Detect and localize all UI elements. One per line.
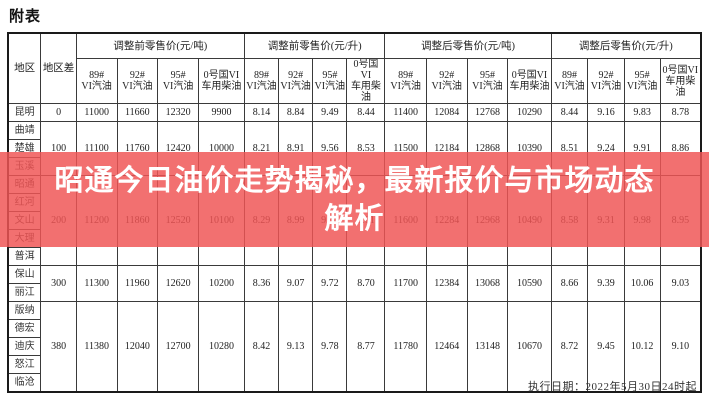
price-cell: 11700 <box>384 265 427 302</box>
product-header-diesel: 0号国VI 车用柴油 <box>346 58 386 104</box>
table-row: 曲靖 100 11100 11760 12420 10000 8.21 8.91… <box>7 121 702 176</box>
header-region: 地区 <box>7 32 42 104</box>
group-header-post-liter: 调整后零售价(元/升) <box>550 32 702 59</box>
price-cell: 11380 <box>75 301 118 392</box>
region-cell: 德宏 <box>7 319 42 338</box>
table-row: 版纳 380 11380 12040 12700 10280 8.42 9.13… <box>7 301 702 392</box>
product-header-89: 89# VI汽油 <box>243 58 280 104</box>
group-header-pre-liter: 调整前零售价(元/升) <box>243 32 386 59</box>
region-cell: 保山 <box>7 265 42 284</box>
price-cell: 8.44 <box>346 103 386 122</box>
price-cell: 9.10 <box>659 301 702 392</box>
table-row: 昆明 0 11000 11660 12320 9900 8.14 8.84 9.… <box>7 103 702 122</box>
product-header-95: 95# VI汽油 <box>623 58 661 104</box>
product-header-89: 89# VI汽油 <box>384 58 427 104</box>
product-header-92: 92# VI汽油 <box>587 58 625 104</box>
price-cell: 9.78 <box>312 301 348 392</box>
price-cell: 9.49 <box>312 103 348 122</box>
price-cell: 10.06 <box>623 265 661 302</box>
execution-date: 执行日期：2022年5月30日24时起 <box>528 381 697 393</box>
region-cell: 临沧 <box>7 373 42 392</box>
price-cell: 9.45 <box>587 301 625 392</box>
price-cell: 9.07 <box>278 265 314 302</box>
price-cell: 8.66 <box>550 265 589 302</box>
product-header-92: 92# VI汽油 <box>425 58 468 104</box>
price-cell: 9900 <box>197 103 245 122</box>
price-cell: 9.03 <box>659 265 702 302</box>
price-cell: 12768 <box>466 103 509 122</box>
product-header-diesel: 0号国VI 车用柴油 <box>507 58 552 104</box>
price-cell: 10590 <box>507 265 552 302</box>
diff-cell: 380 <box>40 301 77 392</box>
price-cell: 9.13 <box>278 301 314 392</box>
price-cell: 10280 <box>197 301 245 392</box>
region-cell: 曲靖 <box>7 121 42 140</box>
product-header-89: 89# VI汽油 <box>75 58 118 104</box>
price-cell: 8.77 <box>346 301 386 392</box>
header-region-diff: 地区差 <box>40 32 77 104</box>
group-header-pre-ton: 调整前零售价(元/吨) <box>75 32 245 59</box>
price-cell: 11400 <box>384 103 427 122</box>
price-cell: 11960 <box>116 265 159 302</box>
promo-banner: 昭通今日油价走势揭秘，最新报价与市场动态 解析 <box>0 152 709 247</box>
price-cell: 8.84 <box>278 103 314 122</box>
product-header-92: 92# VI汽油 <box>278 58 314 104</box>
product-header-89: 89# VI汽油 <box>550 58 589 104</box>
region-cell: 普洱 <box>7 247 42 266</box>
price-cell: 10670 <box>507 301 552 392</box>
price-cell: 9.39 <box>587 265 625 302</box>
price-cell: 8.14 <box>243 103 280 122</box>
price-cell: 12620 <box>157 265 199 302</box>
table-row: 临沧 <box>7 373 701 392</box>
price-cell: 8.36 <box>243 265 280 302</box>
price-cell: 9.83 <box>623 103 661 122</box>
diff-cell: 0 <box>40 103 77 122</box>
price-cell: 12320 <box>157 103 199 122</box>
price-cell: 11000 <box>75 103 118 122</box>
product-header-92: 92# VI汽油 <box>116 58 159 104</box>
price-cell: 8.44 <box>550 103 589 122</box>
product-header-diesel: 0号国VI 车用柴油 <box>659 58 702 104</box>
table-row: 保山 300 11300 11960 12620 10200 8.36 9.07… <box>7 265 702 302</box>
group-header-post-ton: 调整后零售价(元/吨) <box>384 32 552 59</box>
price-cell: 9.72 <box>312 265 348 302</box>
region-cell: 怒江 <box>7 355 42 374</box>
price-cell: 11300 <box>75 265 118 302</box>
price-cell: 10200 <box>197 265 245 302</box>
price-cell: 12084 <box>425 103 468 122</box>
region-cell: 丽江 <box>7 283 42 302</box>
price-cell: 13068 <box>466 265 509 302</box>
price-cell: 11780 <box>384 301 427 392</box>
diff-cell: 300 <box>40 265 77 302</box>
page-title: 附表 <box>9 9 42 25</box>
price-cell: 8.42 <box>243 301 280 392</box>
price-cell: 12040 <box>116 301 159 392</box>
product-header-95: 95# VI汽油 <box>312 58 348 104</box>
price-cell: 12464 <box>425 301 468 392</box>
price-cell: 9.16 <box>587 103 625 122</box>
price-cell: 10.12 <box>623 301 661 392</box>
product-header-95: 95# VI汽油 <box>157 58 199 104</box>
banner-title-line2: 解析 <box>324 202 385 235</box>
region-cell: 版纳 <box>7 301 42 320</box>
banner-title-line1: 昭通今日油价走势揭秘，最新报价与市场动态 <box>54 164 655 197</box>
region-cell: 迪庆 <box>7 337 42 356</box>
price-cell: 11660 <box>116 103 159 122</box>
price-cell: 12700 <box>157 301 199 392</box>
product-header-diesel: 0号国VI 车用柴油 <box>197 58 245 104</box>
price-cell: 13148 <box>466 301 509 392</box>
price-cell: 8.70 <box>346 265 386 302</box>
price-cell: 12384 <box>425 265 468 302</box>
price-cell: 10290 <box>507 103 552 122</box>
price-cell: 8.78 <box>659 103 702 122</box>
region-cell: 昆明 <box>7 103 42 122</box>
product-header-95: 95# VI汽油 <box>466 58 509 104</box>
